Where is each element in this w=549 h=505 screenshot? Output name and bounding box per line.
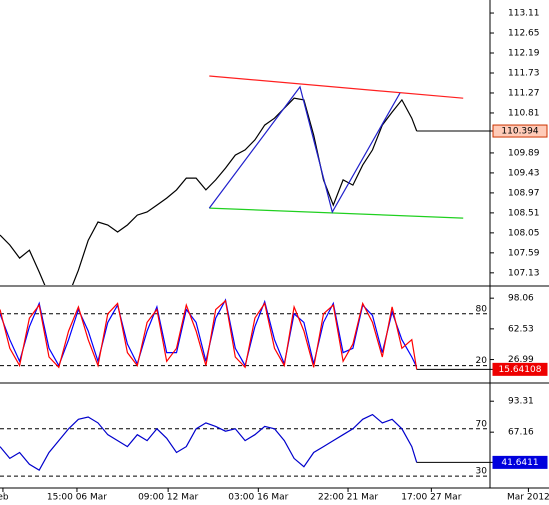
series-line bbox=[209, 207, 464, 219]
y-tick-label: 107.59 bbox=[508, 248, 540, 258]
current-value-box bbox=[492, 124, 548, 138]
series-line bbox=[0, 413, 418, 472]
y-tick-label: 112.65 bbox=[508, 29, 540, 39]
current-value-box bbox=[492, 455, 548, 469]
y-tick-label: 107.13 bbox=[508, 268, 540, 278]
y-tick-label: 111.27 bbox=[508, 88, 540, 98]
current-value-label: 15.64108 bbox=[499, 365, 542, 375]
y-tick-label: 108.05 bbox=[508, 228, 540, 238]
level-label: 80 bbox=[476, 304, 488, 314]
x-tick-label: Mar 2012 bbox=[507, 493, 549, 503]
x-tick-label: 09:00 12 Mar bbox=[138, 493, 198, 503]
x-tick-label: 22:00 21 Mar bbox=[318, 493, 378, 503]
y-tick-label: 112.19 bbox=[508, 49, 540, 59]
level-label: 30 bbox=[476, 467, 488, 477]
series-line bbox=[0, 299, 418, 370]
series-line bbox=[209, 75, 464, 99]
y-tick-label: 93.31 bbox=[508, 397, 534, 407]
y-tick-label: 108.97 bbox=[508, 188, 540, 198]
x-tick-label: 15:00 06 Mar bbox=[47, 493, 107, 503]
y-tick-label: 113.11 bbox=[508, 9, 540, 19]
y-tick-label: 109.43 bbox=[508, 168, 540, 178]
y-tick-label: 109.89 bbox=[508, 148, 540, 158]
x-tick-label: 03:00 16 Mar bbox=[228, 493, 288, 503]
series-line bbox=[208, 85, 401, 214]
current-value-box bbox=[492, 362, 548, 376]
level-label: 20 bbox=[476, 356, 488, 366]
current-value-label: 41.6411 bbox=[501, 458, 538, 468]
series-line bbox=[0, 97, 418, 285]
level-label: 70 bbox=[476, 419, 488, 429]
y-tick-label: 62.53 bbox=[508, 324, 534, 334]
x-tick-label: 17:00 27 Mar bbox=[401, 493, 461, 503]
current-value-label: 110.394 bbox=[501, 127, 538, 137]
y-tick-label: 26.99 bbox=[508, 355, 534, 365]
y-tick-label: 110.81 bbox=[508, 108, 540, 118]
x-tick-label: eb bbox=[0, 493, 9, 503]
y-tick-label: 108.51 bbox=[508, 208, 540, 218]
y-tick-label: 98.06 bbox=[508, 294, 534, 304]
y-tick-label: 67.16 bbox=[508, 428, 534, 438]
y-tick-label: 111.73 bbox=[508, 68, 540, 78]
